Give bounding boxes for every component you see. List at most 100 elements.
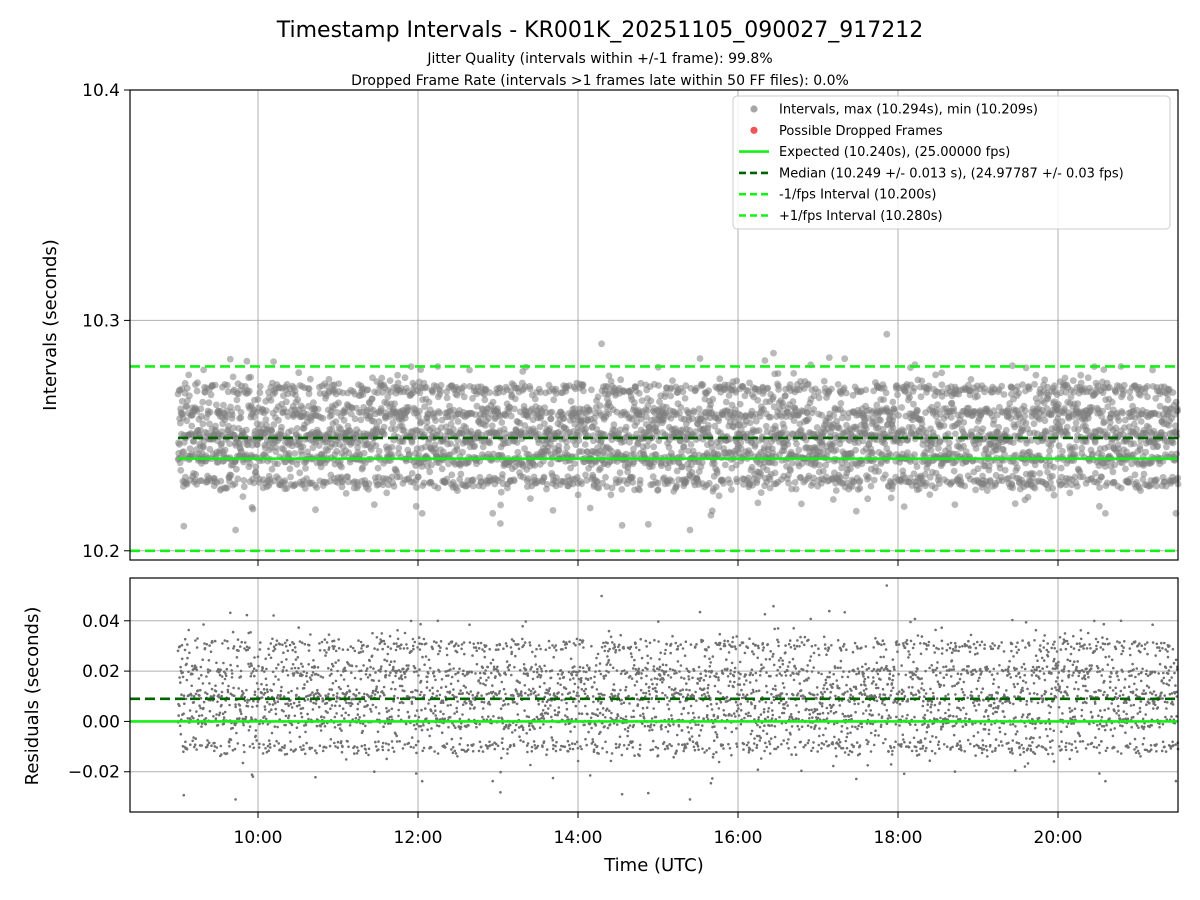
interval-point [180, 522, 188, 530]
legend-label: -1/fps Interval (10.200s) [779, 188, 936, 203]
residual-point [232, 645, 236, 648]
interval-point [775, 386, 782, 393]
residual-point [271, 637, 274, 641]
interval-point [795, 446, 803, 454]
interval-point [1032, 371, 1040, 379]
interval-point [677, 404, 685, 411]
interval-point [782, 392, 789, 399]
residual-point [252, 746, 256, 750]
interval-point [328, 426, 336, 433]
residual-point [217, 713, 221, 717]
bottom-points [176, 584, 1180, 801]
interval-point [771, 469, 779, 477]
interval-point [870, 476, 878, 484]
residual-point [177, 714, 180, 717]
residual-point [226, 690, 230, 694]
interval-point [1077, 371, 1085, 379]
interval-point [364, 386, 372, 394]
residual-point [263, 708, 267, 711]
residual-point [274, 643, 278, 647]
interval-point [705, 479, 713, 487]
residual-point [284, 723, 288, 727]
residual-point [207, 659, 211, 662]
residual-point [208, 709, 212, 713]
residual-point [202, 700, 206, 704]
residual-point [306, 680, 309, 683]
residual-point [253, 693, 257, 696]
interval-point [447, 440, 454, 447]
residual-point [222, 716, 226, 719]
residual-point [309, 678, 313, 681]
bottom-panel: −0.020.000.020.04 10:00 12:00 14:00 16:00 18… [22, 577, 1180, 876]
interval-point [960, 419, 968, 426]
residual-point [240, 712, 243, 716]
chart-subtitle-jitter: Jitter Quality (intervals within +/-1 fr… [426, 51, 772, 67]
interval-point [918, 420, 926, 428]
residual-point [239, 645, 242, 648]
interval-point [206, 408, 214, 416]
interval-point [394, 379, 402, 387]
interval-point [275, 416, 282, 424]
residual-point [269, 642, 273, 645]
residual-point [197, 677, 201, 680]
interval-point [1117, 484, 1125, 492]
interval-point [228, 411, 236, 419]
interval-point [1059, 447, 1066, 455]
residual-point [267, 749, 271, 752]
residual-point [309, 633, 312, 636]
residual-point [201, 658, 204, 661]
interval-point [417, 366, 424, 373]
interval-point [1108, 398, 1116, 406]
residual-point [201, 682, 205, 685]
residual-point [185, 748, 189, 751]
residual-point [240, 640, 243, 644]
interval-point [460, 393, 468, 401]
residual-point [187, 628, 190, 632]
residual-point [294, 658, 298, 661]
residual-point [194, 692, 198, 696]
interval-point [791, 479, 799, 486]
interval-point [669, 377, 676, 384]
residual-point [182, 750, 185, 753]
interval-point [755, 427, 763, 434]
residual-point [268, 710, 271, 714]
interval-point [383, 489, 391, 497]
interval-point [196, 426, 204, 434]
residual-point [266, 700, 269, 704]
residual-point [200, 744, 203, 747]
interval-point [205, 399, 213, 407]
bottom-grid [130, 578, 1178, 812]
interval-point [895, 412, 902, 419]
interval-point [1144, 393, 1151, 401]
residual-point [180, 657, 184, 661]
residual-point [295, 693, 298, 697]
interval-point [497, 488, 505, 496]
legend-label: +1/fps Interval (10.280s) [779, 209, 943, 224]
residual-point [313, 749, 317, 752]
interval-point [631, 399, 638, 406]
interval-point [1001, 466, 1009, 474]
residual-point [260, 691, 264, 695]
interval-point [233, 396, 241, 404]
interval-point [442, 435, 450, 443]
residual-point [280, 749, 283, 752]
residual-point [233, 694, 236, 698]
interval-point [635, 389, 643, 397]
residual-point [204, 722, 207, 726]
residual-point [176, 649, 180, 653]
interval-point [1098, 473, 1105, 481]
interval-point [422, 383, 430, 391]
interval-point [715, 417, 722, 425]
interval-point [408, 470, 416, 477]
residual-point [196, 637, 199, 640]
interval-point [715, 492, 723, 500]
interval-point [754, 396, 762, 404]
residual-point [251, 775, 255, 778]
interval-point [486, 389, 494, 396]
interval-point [1051, 382, 1058, 390]
interval-point [489, 398, 497, 406]
residual-point [200, 725, 203, 728]
residual-point [289, 740, 292, 743]
interval-point [432, 417, 439, 424]
interval-point [880, 396, 888, 403]
